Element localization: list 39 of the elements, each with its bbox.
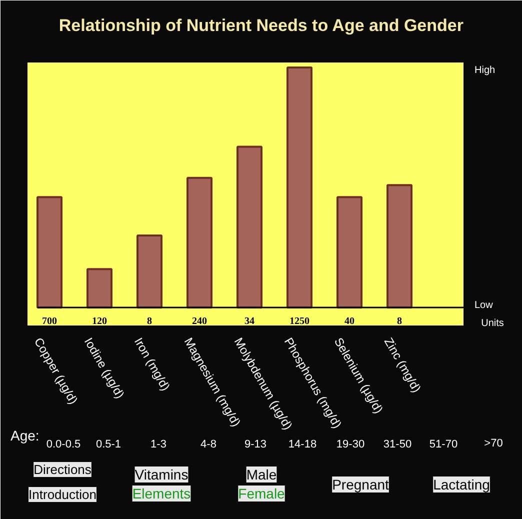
- bar: [236, 146, 262, 308]
- text: 19-30: [336, 438, 365, 450]
- text: 240: [192, 316, 207, 328]
- text: Vitamins: [134, 466, 188, 482]
- text: 14-18: [288, 438, 317, 450]
- text: 1-3: [150, 438, 166, 450]
- text: 0.5-1: [96, 438, 122, 450]
- text: 120: [92, 316, 107, 328]
- text: Directions: [34, 462, 92, 477]
- text: 8: [147, 316, 152, 328]
- text: 51-70: [429, 438, 458, 450]
- chart-title: Relationship of Nutrient Needs to Age and Gender: [58, 16, 464, 35]
- text: Units: [481, 318, 504, 329]
- bar: [336, 196, 362, 308]
- text: 700: [42, 316, 57, 328]
- text: Low: [474, 300, 494, 311]
- text: 8: [397, 316, 402, 328]
- bar: [386, 184, 412, 308]
- text: Elements: [132, 486, 191, 502]
- bar: [186, 176, 212, 308]
- bar: [86, 268, 112, 308]
- text: Pregnant: [332, 476, 390, 492]
- text: 9-13: [244, 438, 267, 450]
- bar: [136, 234, 162, 308]
- bar: [36, 196, 62, 308]
- text: Lactating: [433, 476, 490, 492]
- text: Male: [246, 466, 277, 482]
- text: 0.0-0.5: [46, 438, 81, 450]
- text: Introduction: [28, 487, 96, 502]
- text: High: [474, 65, 496, 76]
- text: Female: [238, 486, 286, 502]
- text: 4-8: [200, 438, 216, 450]
- text: 31-50: [383, 438, 412, 450]
- text: >70: [484, 438, 503, 450]
- text: 34: [244, 316, 254, 328]
- text: 1250: [290, 316, 310, 328]
- bar: [286, 66, 312, 308]
- text: 40: [344, 316, 354, 328]
- text: Age:: [10, 428, 40, 444]
